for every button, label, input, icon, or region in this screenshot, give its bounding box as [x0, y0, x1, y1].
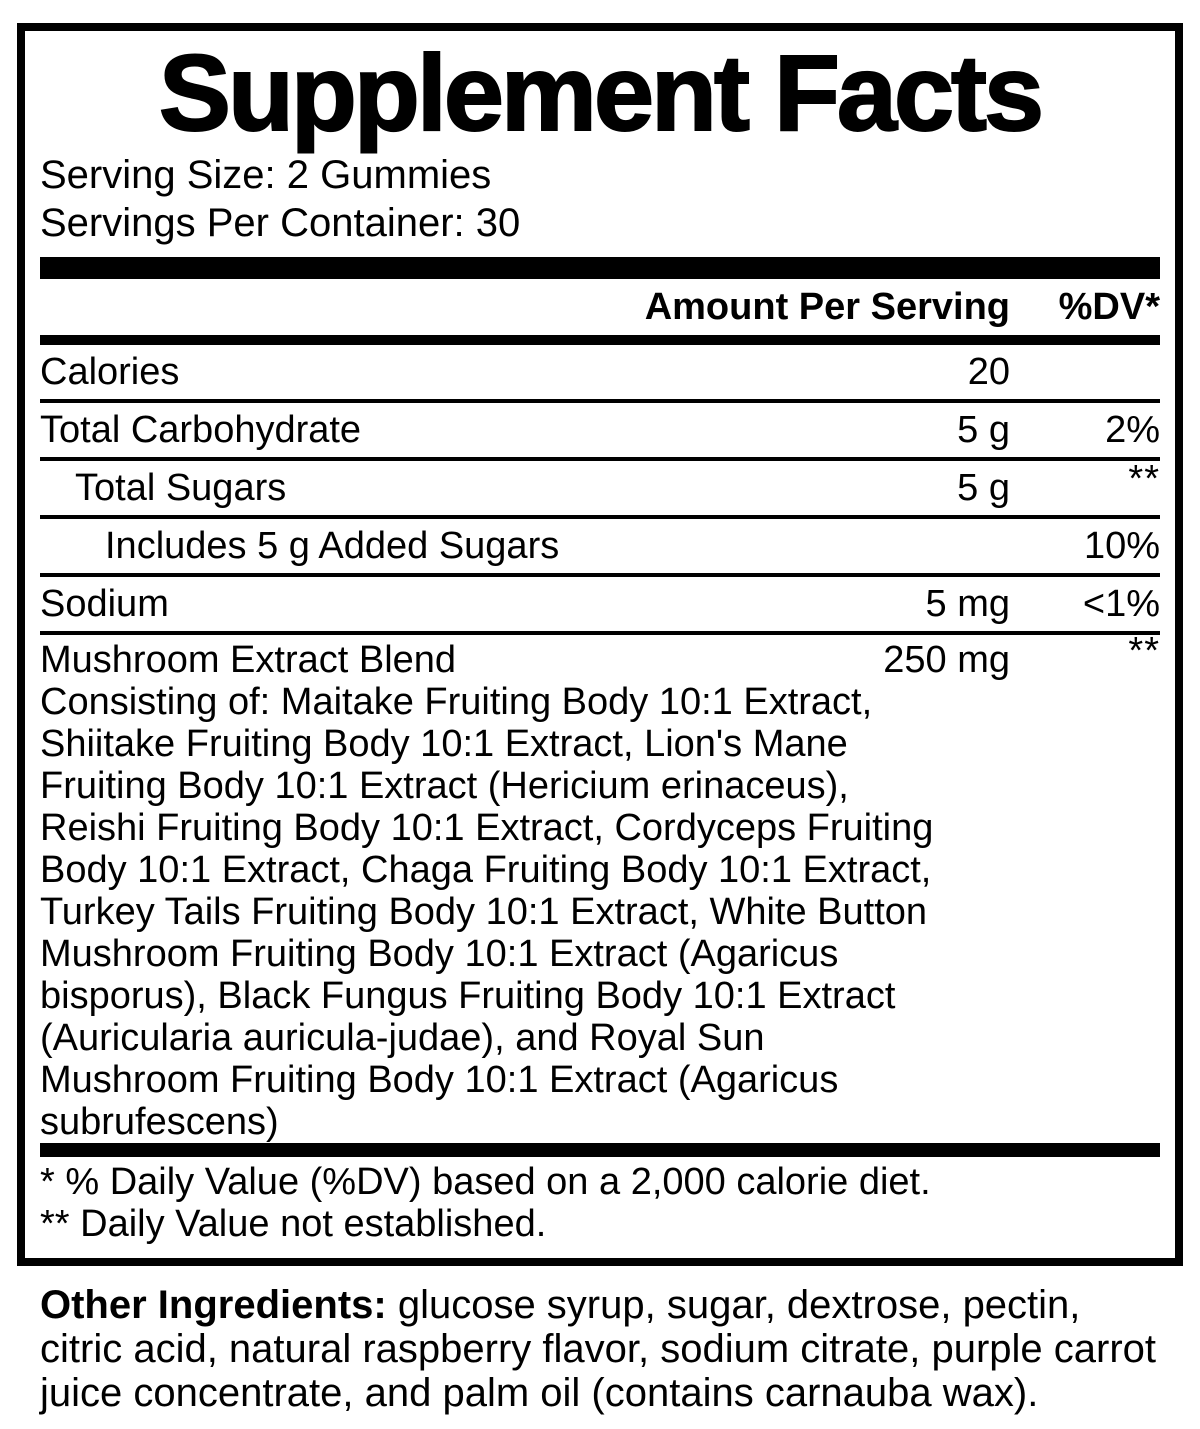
blend-description: Consisting of: Maitake Fruiting Body 10:… — [40, 681, 934, 1143]
footnote-not-established: ** Daily Value not established. — [40, 1203, 547, 1245]
blend-dv: ** — [1128, 630, 1160, 672]
blend-name: Mushroom Extract Blend — [40, 639, 457, 681]
nutrient-amount: 5 g — [957, 409, 1010, 451]
nutrient-row-total-sugars: Total Sugars 5 g ** — [40, 458, 1160, 519]
other-ingredients-label: Other Ingredients: — [40, 1283, 387, 1327]
nutrient-name: Total Carbohydrate — [40, 409, 362, 451]
other-ingredients-text: glucose syrup, sugar, dextrose, pectin, … — [40, 1283, 1156, 1415]
nutrient-dv: <1% — [1082, 583, 1160, 625]
footnote-divider — [40, 1143, 1160, 1157]
blend-amount: 250 mg — [883, 639, 1010, 681]
nutrient-name: Includes 5 g Added Sugars — [105, 525, 560, 567]
serving-size: Serving Size: 2 Gummies — [40, 153, 492, 197]
nutrient-name: Total Sugars — [75, 467, 287, 509]
nutrient-row-added-sugars: Includes 5 g Added Sugars 10% — [40, 519, 1160, 577]
nutrient-name: Sodium — [40, 583, 169, 625]
servings-per-container: Servings Per Container: 30 — [40, 201, 521, 245]
column-header-row: Amount Per Serving %DV* — [40, 279, 1160, 345]
nutrient-row-calories: Calories 20 — [40, 345, 1160, 403]
blend-row: Mushroom Extract Blend 250 mg ** — [40, 630, 1160, 681]
nutrient-amount: 20 — [967, 351, 1010, 393]
other-ingredients: Other Ingredients: glucose syrup, sugar,… — [40, 1283, 1162, 1415]
page-title: Supplement Facts — [158, 32, 1045, 153]
nutrient-dv: 10% — [1083, 525, 1160, 567]
column-header-dv: %DV* — [1058, 286, 1160, 328]
panel-content: Supplement Facts Serving Size: 2 Gummies… — [25, 32, 1175, 1245]
nutrient-name: Calories — [40, 351, 180, 393]
nutrient-amount: 5 mg — [925, 583, 1010, 625]
footnote-daily-value: * % Daily Value (%DV) based on a 2,000 c… — [40, 1161, 931, 1203]
nutrient-row-total-carbohydrate: Total Carbohydrate 5 g 2% — [40, 403, 1160, 461]
divider-band — [40, 257, 1160, 279]
nutrient-amount: 5 g — [957, 467, 1010, 509]
footnotes-block: * % Daily Value (%DV) based on a 2,000 c… — [40, 1157, 1160, 1245]
nutrient-row-sodium: Sodium 5 mg <1% — [40, 577, 1160, 635]
nutrient-dv: ** — [1128, 458, 1160, 500]
column-header-amount: Amount Per Serving — [644, 286, 1010, 328]
supplement-facts-panel: Supplement Facts Serving Size: 2 Gummies… — [17, 23, 1183, 1266]
blend-section: Mushroom Extract Blend 250 mg ** Consist… — [40, 630, 1160, 1143]
nutrient-dv: 2% — [1105, 409, 1160, 451]
